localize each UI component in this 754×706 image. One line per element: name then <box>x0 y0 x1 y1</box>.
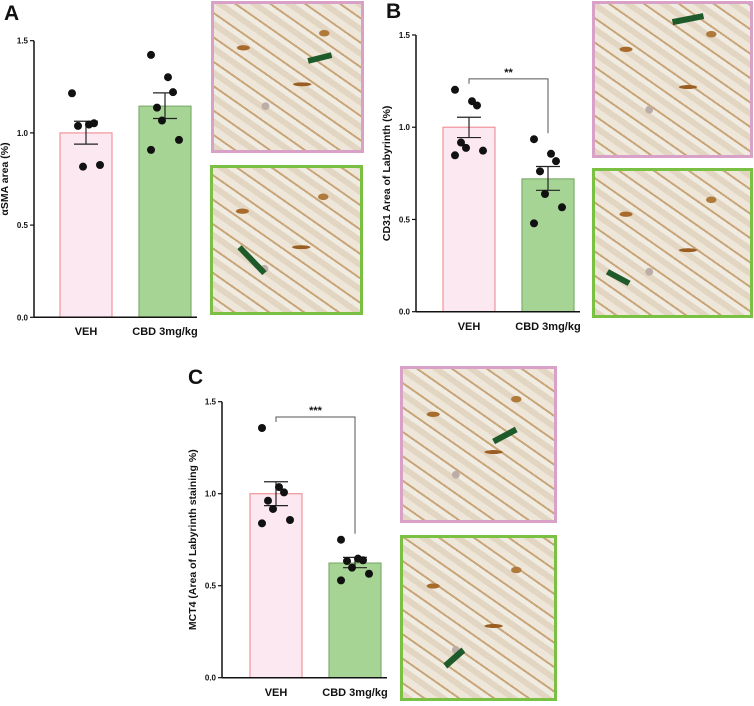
arrow-icon <box>605 269 631 286</box>
micrograph-b-veh <box>592 1 753 158</box>
panel-label-b: B <box>386 0 402 23</box>
chart-a: VEH CBD 3mg/kg 0.0 0.5 1.0 1.5 αSMA area (%) <box>0 37 198 338</box>
bar-veh <box>249 493 303 679</box>
data-point <box>269 504 277 513</box>
y-tick-label: 1.0 <box>205 490 217 499</box>
data-point <box>280 488 288 497</box>
data-point <box>337 535 345 544</box>
data-point <box>541 190 549 199</box>
significance-label: *** <box>309 405 323 417</box>
y-tick-label: 1.5 <box>17 37 29 46</box>
arrow-icon <box>237 245 267 276</box>
arrow-icon <box>307 52 333 64</box>
panel-label-a: A <box>4 2 20 25</box>
y-axis-label: CD31 Area of Labyrinth (%) <box>381 106 393 242</box>
data-point <box>530 219 538 228</box>
panel-label-c: C <box>188 366 204 389</box>
y-tick-label: 0.5 <box>399 215 411 224</box>
data-point <box>536 167 544 176</box>
significance-label: ** <box>504 67 513 79</box>
arrow-icon <box>492 426 518 445</box>
micrograph-a-cbd <box>210 165 363 315</box>
bar-veh <box>59 132 113 318</box>
data-point <box>275 483 283 492</box>
arrow-icon <box>443 647 466 669</box>
data-point <box>365 569 373 578</box>
data-point <box>479 146 487 155</box>
bar-cbd <box>138 105 192 318</box>
x-tick-label: CBD 3mg/kg <box>322 687 387 699</box>
data-point <box>343 557 351 566</box>
data-point <box>359 556 367 565</box>
y-tick-label: 1.5 <box>399 31 411 40</box>
data-point <box>286 516 294 525</box>
significance-bracket <box>275 416 356 534</box>
data-point <box>158 116 166 125</box>
x-tick-label: VEH <box>265 687 288 699</box>
data-point <box>451 85 459 94</box>
data-point <box>451 151 459 160</box>
y-tick-label: 0.0 <box>399 308 411 317</box>
data-point <box>473 101 481 110</box>
data-point <box>74 121 82 130</box>
micrograph-c-veh <box>400 366 557 523</box>
x-tick-label: CBD 3mg/kg <box>132 326 197 338</box>
data-point <box>258 519 266 528</box>
data-point <box>79 162 87 171</box>
data-point <box>348 563 356 572</box>
chart-c: VEH CBD 3mg/kg 0.0 0.5 1.0 1.5 MCT4 (Area of L… <box>187 398 388 699</box>
y-tick-label: 1.5 <box>205 398 217 407</box>
micrograph-c-cbd <box>400 535 557 701</box>
y-tick-label: 0.0 <box>205 674 217 683</box>
micrograph-a-veh <box>211 1 364 153</box>
data-point <box>96 160 104 169</box>
x-tick-label: VEH <box>458 321 481 333</box>
data-point <box>337 576 345 585</box>
y-tick-label: 0.0 <box>17 313 29 322</box>
y-axis-label: MCT4 (Area of Labyrinth staining %) <box>187 449 199 630</box>
micrograph-b-cbd <box>592 168 753 318</box>
data-point <box>457 138 465 147</box>
data-point <box>547 149 555 158</box>
x-tick-label: VEH <box>75 326 98 338</box>
bar-cbd <box>328 562 382 679</box>
significance-bracket <box>468 78 549 134</box>
chart-b: VEH CBD 3mg/kg 0.0 0.5 1.0 1.5 CD31 Area of La… <box>381 31 581 333</box>
data-point <box>153 103 161 112</box>
data-point <box>169 88 177 97</box>
y-tick-label: 1.0 <box>399 123 411 132</box>
data-point <box>90 119 98 128</box>
data-point <box>530 135 538 144</box>
data-point <box>175 135 183 144</box>
arrow-icon <box>671 13 705 26</box>
data-point <box>147 145 155 154</box>
data-point <box>462 143 470 152</box>
bar-veh <box>442 126 496 313</box>
bar-cbd <box>521 178 575 313</box>
data-point <box>558 203 566 212</box>
x-tick-label: CBD 3mg/kg <box>515 321 580 333</box>
data-point <box>164 73 172 82</box>
data-point <box>264 496 272 505</box>
y-tick-label: 0.5 <box>205 582 217 591</box>
data-point <box>258 424 266 433</box>
y-tick-label: 0.5 <box>17 221 29 230</box>
y-axis-label: αSMA area (%) <box>0 142 11 215</box>
y-tick-label: 1.0 <box>17 129 29 138</box>
data-point <box>552 157 560 166</box>
data-point <box>68 89 76 98</box>
data-point <box>147 50 155 59</box>
